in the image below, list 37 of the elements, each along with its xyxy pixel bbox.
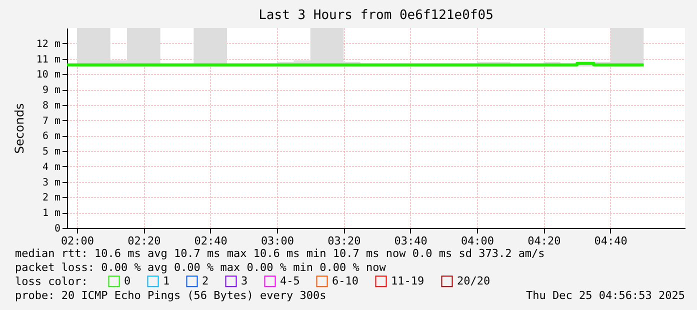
- x-tick-label: 04:00: [460, 234, 494, 248]
- legend-label: 6-10: [332, 274, 358, 288]
- x-tick-label: 03:00: [260, 234, 294, 248]
- y-tick-label: 7 m: [42, 116, 60, 127]
- legend-label: 4-5: [280, 274, 300, 288]
- y-tick-label: 11 m: [36, 54, 60, 66]
- text: Thu Dec 25 04:56:53 2025: [526, 289, 685, 302]
- x-tick-label: 02:40: [194, 234, 228, 248]
- x-tick-label: 04:40: [594, 234, 628, 248]
- y-axis-title: Seconds: [12, 103, 26, 154]
- y-tick-label: 3 m: [42, 177, 60, 188]
- legend-label: 0: [124, 274, 131, 288]
- legend-label: 1: [163, 274, 170, 288]
- legend-label: 2: [202, 274, 209, 288]
- y-tick-label: 8 m: [42, 100, 60, 112]
- legend-label: 11-19: [391, 274, 424, 288]
- y-tick-label: 9 m: [42, 85, 60, 96]
- text: median rtt: 10.6 ms avg 10.7 ms max 10.6 ms min 10.7 ms now 0.0 ms sd 373.2 am/s: [15, 247, 545, 260]
- x-tick-label: 02:00: [60, 234, 94, 248]
- y-tick-label: 1 m: [42, 208, 60, 220]
- legend-label: 3: [241, 274, 248, 288]
- legend-label: 20/20: [457, 274, 490, 288]
- x-tick-label: 03:40: [394, 234, 428, 248]
- text: packet loss: 0.00 % avg 0.00 % max 0.00 % min 0.00 % now: [15, 261, 386, 274]
- text: probe: 20 ICMP Echo Pings (56 Bytes) every 300s: [15, 289, 326, 302]
- y-tick-label: 6 m: [42, 131, 60, 142]
- x-tick-label: 03:20: [328, 234, 361, 248]
- y-tick-label: 12 m: [36, 38, 60, 50]
- y-tick-label: 5 m: [42, 146, 60, 158]
- x-tick-label: 04:20: [528, 234, 561, 248]
- y-tick-label: 0: [54, 224, 60, 234]
- y-tick-label: 4 m: [42, 162, 60, 173]
- y-tick-label: 10 m: [36, 70, 60, 81]
- legend-title: loss color:: [15, 275, 88, 288]
- chart-title: Last 3 Hours from 0e6f121e0f05: [258, 8, 494, 23]
- x-tick-label: 02:20: [128, 234, 161, 248]
- y-tick-label: 2 m: [42, 192, 60, 204]
